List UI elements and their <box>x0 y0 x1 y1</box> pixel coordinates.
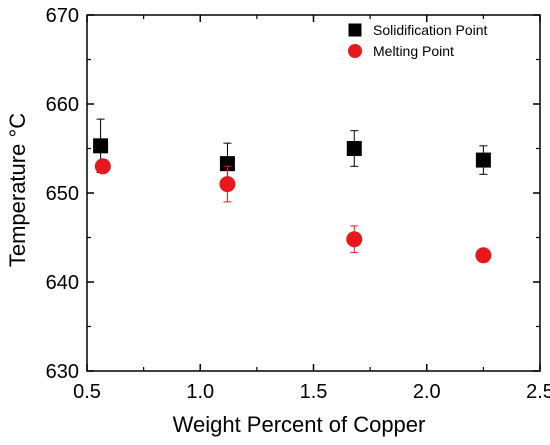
legend-label: Solidification Point <box>373 22 488 38</box>
x-axis-title: Weight Percent of Copper <box>173 412 426 437</box>
solidification-point-marker <box>219 156 235 172</box>
y-tick-label: 650 <box>46 183 79 205</box>
melting-point-marker <box>94 158 111 175</box>
legend-circle-icon <box>348 44 362 58</box>
y-axis-ticks: 630 640 650 660 670 <box>46 5 540 383</box>
x-tick-label: 1.0 <box>186 381 214 403</box>
x-tick-label: 2.0 <box>413 381 441 403</box>
plot-border <box>86 14 541 372</box>
x-tick-label: 1.5 <box>300 381 328 403</box>
legend-label: Melting Point <box>373 43 454 59</box>
melting-point-marker <box>219 176 236 193</box>
x-axis-ticks: 0.5 1.0 1.5 2.0 2.5 <box>73 15 550 403</box>
x-tick-label: 2.5 <box>526 381 550 403</box>
solidification-point-marker <box>93 138 109 154</box>
y-tick-label: 660 <box>46 94 79 116</box>
legend-square-icon <box>348 23 362 37</box>
y-axis-title: Temperature °C <box>5 113 30 267</box>
melting-point-marker <box>475 247 492 264</box>
y-tick-label: 630 <box>46 361 79 383</box>
solidification-point-marker <box>475 152 491 168</box>
legend: Solidification Point Melting Point <box>348 22 488 59</box>
data-points <box>93 118 492 264</box>
plot-frame <box>86 14 541 372</box>
y-tick-label: 640 <box>46 272 79 294</box>
solidification-point-marker <box>346 141 362 156</box>
x-tick-label: 0.5 <box>73 381 101 403</box>
melting-point-marker <box>346 231 363 248</box>
y-tick-label: 670 <box>46 5 79 27</box>
